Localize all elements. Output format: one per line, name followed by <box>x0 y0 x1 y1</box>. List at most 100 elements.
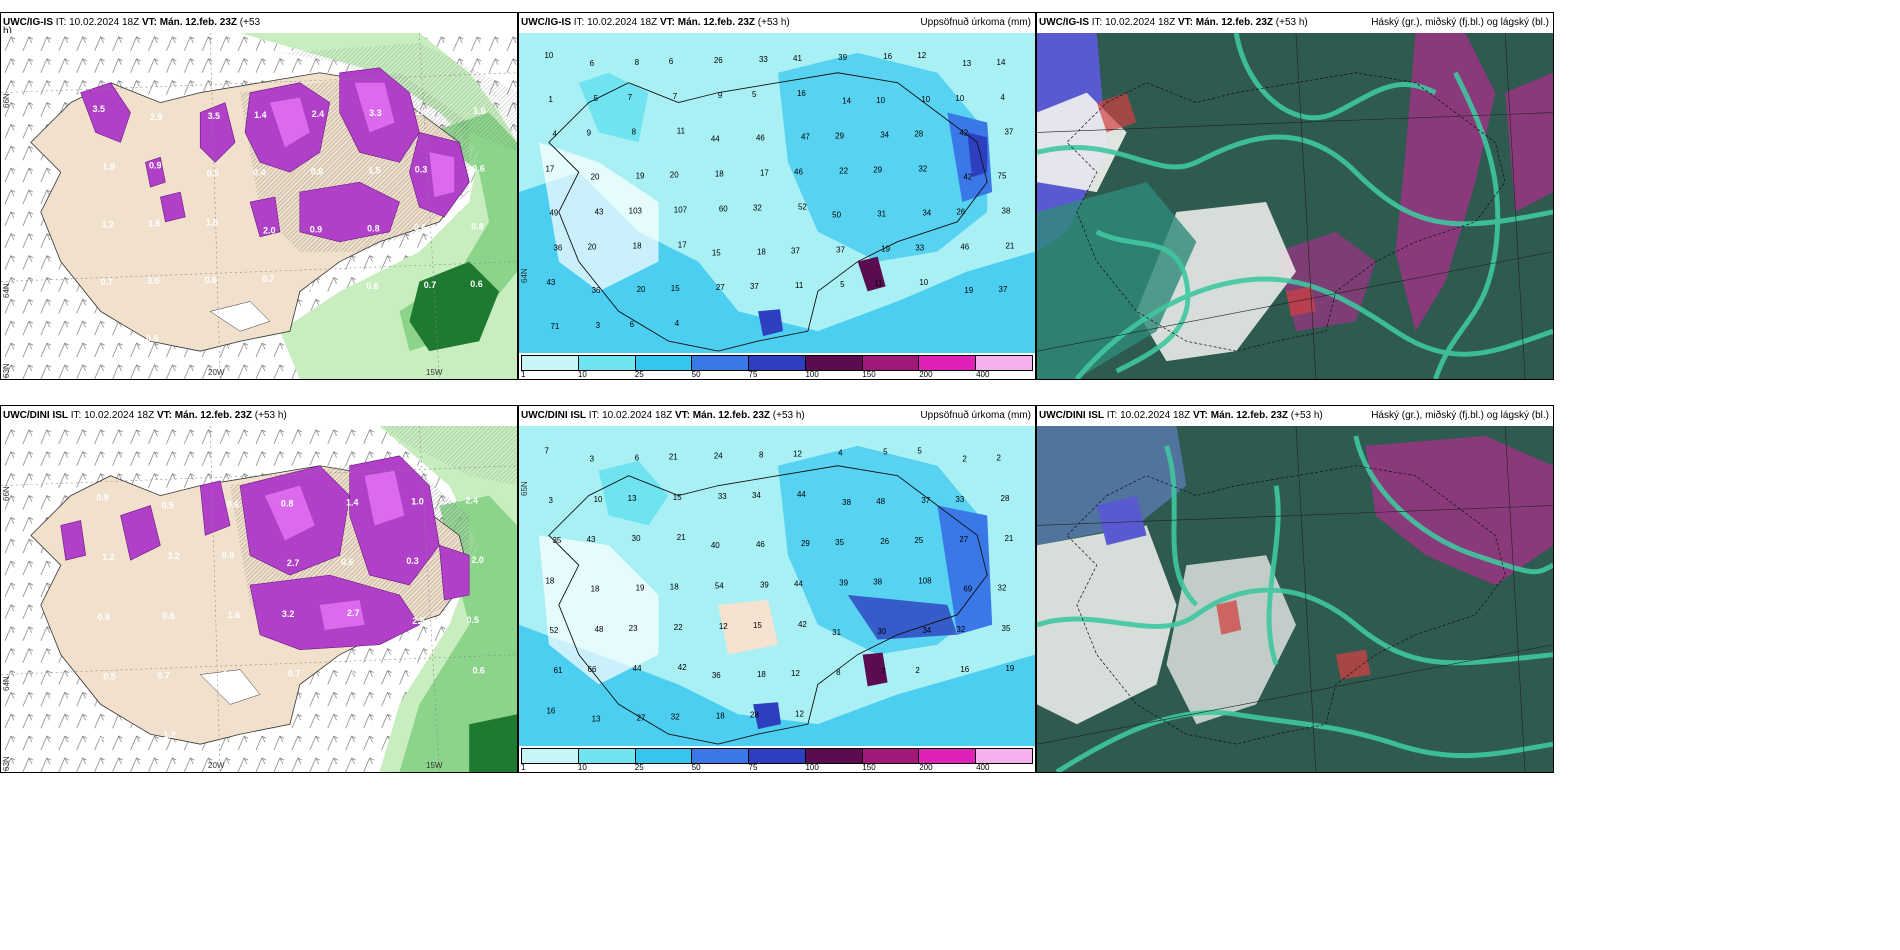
value-label: 21 <box>1006 241 1015 250</box>
value-label: 4 <box>838 449 843 458</box>
initial-time: IT: 10.02.2024 18Z <box>55 17 140 28</box>
legend-swatch <box>919 356 977 370</box>
model-name: UWC/DINI ISL <box>3 410 68 421</box>
value-label: 4 <box>1001 93 1006 102</box>
value-label: 29 <box>873 166 882 175</box>
legend-tick-label: 200 <box>919 763 933 772</box>
value-label: 26 <box>714 56 723 65</box>
map-canvas[interactable]: 3.5 2.9 3.5 1.4 2.4 3.3 2.0 1.6 1.9 0.9 0.5 0.4 0.8 1… <box>1 33 517 379</box>
map-canvas[interactable] <box>1037 33 1553 379</box>
value-label: 44 <box>797 490 806 499</box>
valid-time-label: VT: <box>141 17 157 28</box>
legend-tick-label: 150 <box>862 370 876 379</box>
value-label: 34 <box>922 626 931 635</box>
value-label: 36 <box>592 286 601 295</box>
value-label: 32 <box>956 625 965 634</box>
map-canvas[interactable]: 0.9 0.5 0.6 0.8 1.4 1.0 2.4 1.2 3.2 0.9 2.7 0.6 0.3 2… <box>1 426 517 772</box>
value-label: 1.0 <box>100 335 112 345</box>
value-label: 32 <box>918 165 927 174</box>
cloud-contours <box>1037 33 1553 379</box>
value-label: 18 <box>591 584 600 593</box>
map-canvas[interactable] <box>1037 426 1553 772</box>
lead-time: (+53 h) <box>1290 410 1323 421</box>
legend-tick-label: 50 <box>691 370 701 379</box>
value-label: 44 <box>633 664 642 673</box>
value-label: 46 <box>756 540 765 549</box>
precip-legend: 1 10 25 50 75 100 150 200 400 <box>519 353 1035 379</box>
value-label: 38 <box>873 578 882 587</box>
value-label: 4 <box>552 130 557 139</box>
value-label: 20 <box>591 172 600 181</box>
legend-tick-label: 75 <box>748 763 758 772</box>
panel-header: UWC/DINI ISL IT: 10.02.2024 18Z VT: Mán.… <box>519 406 1035 426</box>
value-label: 2.0 <box>416 107 428 117</box>
value-label: 5 <box>840 280 845 289</box>
value-label: 0.9 <box>222 550 234 560</box>
value-label: 18 <box>716 711 725 720</box>
value-label: 1.4 <box>254 110 266 120</box>
map-canvas[interactable]: 10 6 8 6 26 33 41 39 16 12 13 14 1 5 7 7 9 5 16 14 10 10 10 4 4 9… <box>519 33 1035 353</box>
value-label: 37 <box>999 285 1008 294</box>
value-label: 42 <box>678 663 687 672</box>
value-label: 41 <box>793 54 802 63</box>
legend-colorbar <box>521 355 1033 371</box>
value-label: 0.9 <box>96 493 108 503</box>
value-label: 10 <box>545 51 554 60</box>
value-label: 16 <box>546 706 555 715</box>
value-label: 2 <box>962 455 967 464</box>
value-label: 11 <box>795 281 804 290</box>
value-label: 11 <box>677 127 686 136</box>
value-label: 0.6 <box>205 275 217 285</box>
value-label: 6 <box>630 320 635 329</box>
value-label: 0.6 <box>407 667 419 677</box>
value-label: 7 <box>628 93 633 102</box>
initial-time: IT: 10.02.2024 18Z <box>1106 410 1191 421</box>
lat-label-66n: 66N <box>2 486 11 501</box>
value-label: 12 <box>793 450 802 459</box>
value-label: 39 <box>839 579 848 588</box>
value-label: 6 <box>669 57 674 66</box>
value-label: 37 <box>791 246 800 255</box>
legend-tick-label: 200 <box>919 370 933 379</box>
value-label: 33 <box>915 243 924 252</box>
model-name: UWC/IG-IS <box>521 17 571 28</box>
value-label: 48 <box>876 497 885 506</box>
value-label: 35 <box>552 536 561 545</box>
value-label: 18 <box>757 670 766 679</box>
model-name: UWC/IG-IS <box>3 17 53 28</box>
iceland-outline <box>548 465 988 745</box>
legend-swatch <box>635 356 693 370</box>
field-title: Uppsöfnuð úrkoma (mm) <box>920 410 1031 421</box>
panel-header: UWC/DINI ISL IT: 10.02.2024 18Z VT: Mán.… <box>1 406 517 426</box>
value-label: 44 <box>794 580 803 589</box>
value-label: 2.0 <box>471 555 483 565</box>
value-label: 43 <box>595 207 604 216</box>
legend-swatch <box>522 356 579 370</box>
value-label: 0.9 <box>310 224 322 234</box>
valid-time-label: VT: <box>1177 17 1193 28</box>
legend-swatch <box>749 356 806 370</box>
value-label: 107 <box>674 205 688 214</box>
value-label: 10 <box>921 95 930 104</box>
valid-time-label: VT: <box>659 17 675 28</box>
value-label: 50 <box>832 210 841 219</box>
legend-swatch <box>635 749 693 763</box>
legend-tick-label: 75 <box>748 370 758 379</box>
value-label: 17 <box>760 169 769 178</box>
legend-tick-label: 100 <box>805 763 819 772</box>
value-label: 9 <box>718 91 723 100</box>
value-label: 0.6 <box>414 222 426 232</box>
legend-tick-label: 10 <box>577 763 587 772</box>
value-label: 2 <box>997 454 1002 463</box>
value-label: 4 <box>675 319 680 328</box>
value-label: 19 <box>636 583 645 592</box>
map-canvas[interactable]: 7 3 6 21 24 8 12 4 5 5 2 2 3 10 13 15 33 34 44 38 48 37 33 28 35… <box>519 426 1035 746</box>
value-label: 21 <box>677 533 686 542</box>
field-title: Háský (gr.), miðský (fj.bl.) og lágský (… <box>1371 17 1549 28</box>
initial-time: IT: 10.02.2024 18Z <box>70 410 155 421</box>
value-label: 18 <box>715 170 724 179</box>
value-label: 14 <box>842 97 851 106</box>
value-label: 5 <box>917 447 922 456</box>
field-title: Háský (gr.), miðský (fj.bl.) og lágský (… <box>1371 410 1549 421</box>
value-label: 22 <box>674 623 683 632</box>
